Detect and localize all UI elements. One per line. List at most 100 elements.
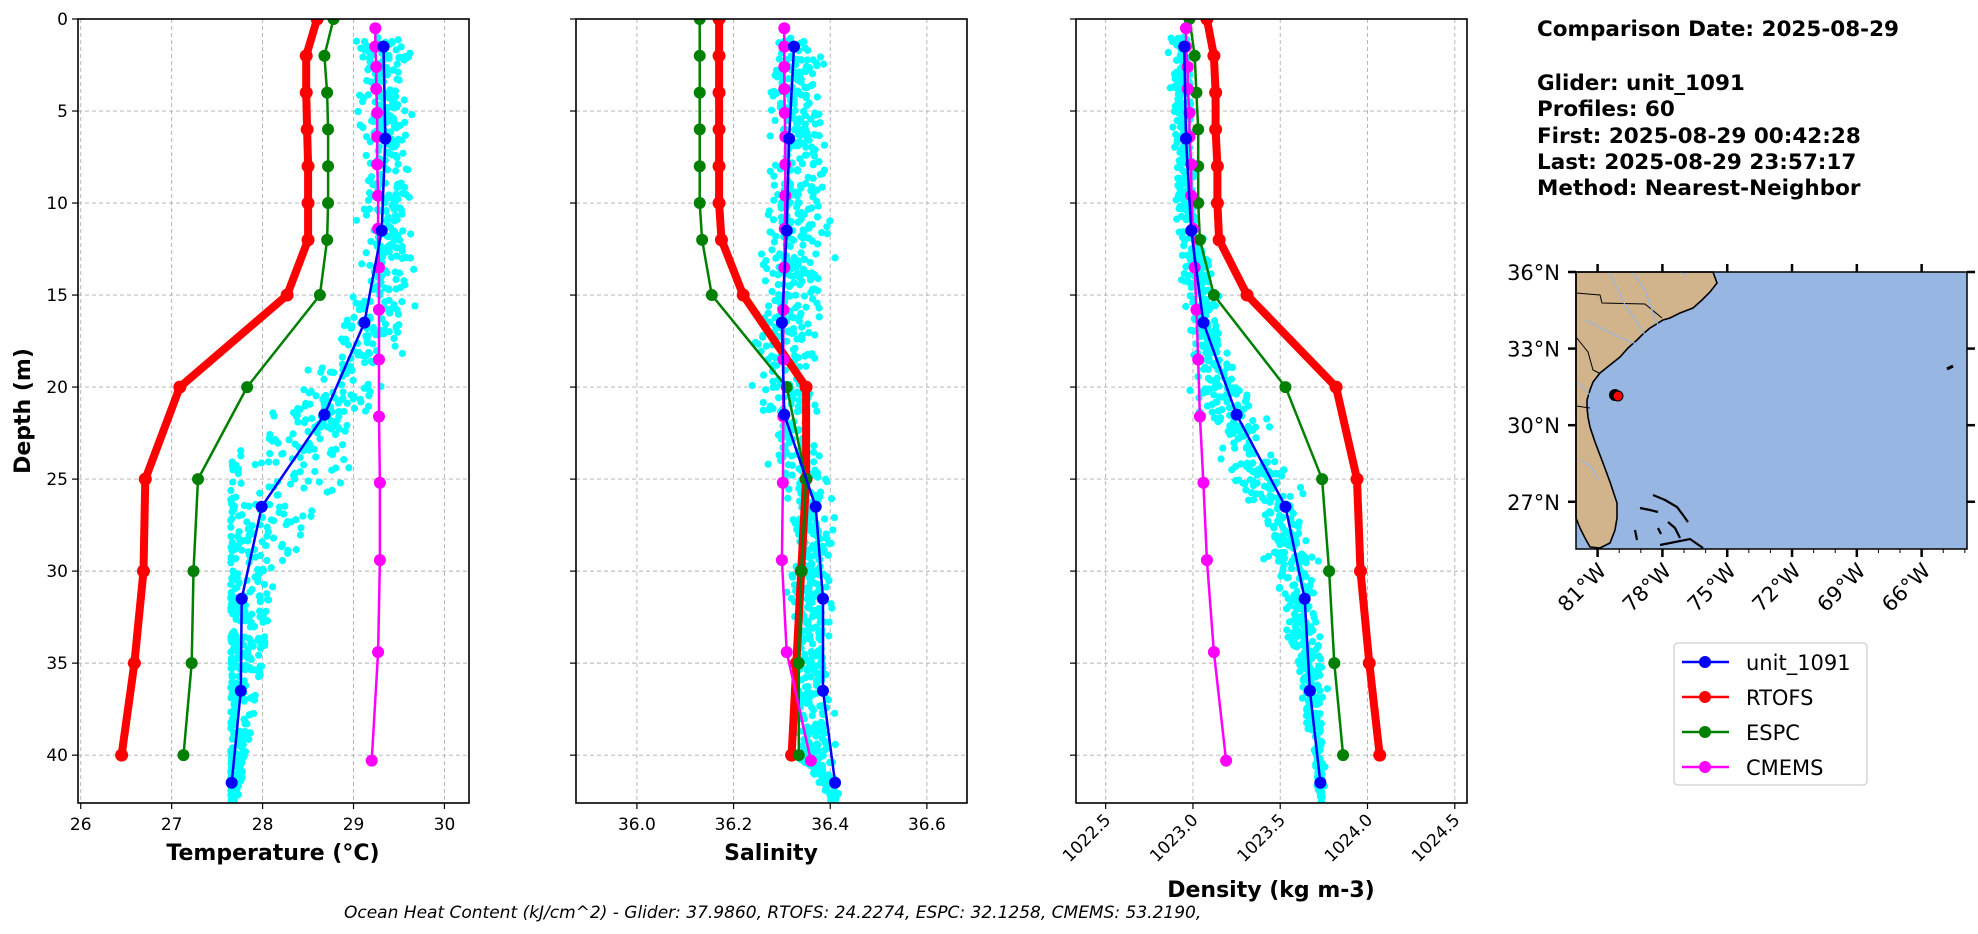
glider-observation-point bbox=[237, 479, 245, 487]
glider-observation-point bbox=[1173, 136, 1182, 144]
glider-observation-point bbox=[795, 390, 804, 398]
map-bermuda bbox=[1946, 364, 1954, 371]
glider-observation-point bbox=[398, 210, 406, 218]
glider-observation-point bbox=[818, 229, 826, 237]
y-tick-label: 40 bbox=[46, 746, 68, 766]
glider-observation-point bbox=[791, 106, 799, 115]
glider-observation-point bbox=[807, 673, 815, 681]
legend-item-unit_1091: unit_1091 bbox=[1682, 651, 1851, 676]
glider-observation-point bbox=[809, 174, 817, 182]
glider-observation-point bbox=[227, 588, 235, 597]
glider-observation-point bbox=[297, 524, 305, 532]
glider-observation-point bbox=[1232, 390, 1240, 398]
glider-observation-point bbox=[289, 409, 298, 417]
glider-observation-point bbox=[823, 534, 831, 543]
glider-observation-point bbox=[807, 657, 815, 665]
glider-observation-point bbox=[388, 37, 396, 46]
series-marker-espc bbox=[185, 657, 198, 670]
glider-observation-point bbox=[260, 580, 269, 589]
legend-label: CMEMS bbox=[1746, 756, 1824, 780]
glider-name: Glider: unit_1091 bbox=[1537, 71, 1745, 96]
axes-frame bbox=[77, 18, 470, 804]
series-marker-rtofs bbox=[1209, 86, 1223, 100]
glider-observation-point bbox=[410, 265, 418, 273]
series-marker-unit_1091 bbox=[234, 684, 247, 697]
glider-observation-point bbox=[349, 293, 357, 301]
series-marker-rtofs bbox=[1210, 159, 1224, 173]
glider-observation-point bbox=[791, 291, 800, 299]
glider-observation-point bbox=[1180, 269, 1188, 278]
glider-observation-point bbox=[1235, 476, 1243, 484]
glider-observation-point bbox=[766, 132, 774, 140]
glider-observation-point bbox=[385, 285, 393, 293]
x-tick-label: 1024.5 bbox=[1408, 810, 1464, 866]
glider-observation-point bbox=[248, 585, 256, 594]
glider-observation-point bbox=[1317, 719, 1325, 728]
series-marker-espc bbox=[321, 233, 334, 246]
glider-observation-point bbox=[256, 594, 264, 602]
glider-observation-point bbox=[1299, 490, 1307, 498]
glider-observation-point bbox=[827, 600, 835, 608]
last-time: Last: 2025-08-29 23:57:17 bbox=[1537, 150, 1856, 175]
glider-observation-point bbox=[1316, 633, 1324, 641]
glider-observation-point bbox=[1208, 400, 1216, 409]
glider-observation-point bbox=[804, 617, 812, 626]
glider-observation-point bbox=[241, 717, 249, 725]
map-borders bbox=[1575, 292, 1663, 409]
glider-observation-point bbox=[1281, 539, 1290, 548]
glider-observation-point bbox=[1223, 398, 1231, 406]
glider-observation-point bbox=[1213, 374, 1221, 382]
glider-observation-point bbox=[228, 508, 236, 516]
glider-observation-point bbox=[241, 607, 249, 615]
glider-observation-point bbox=[328, 466, 336, 474]
glider-observation-point bbox=[785, 485, 793, 493]
glider-observation-point bbox=[394, 36, 402, 44]
glider-observation-point bbox=[800, 634, 808, 642]
glider-observation-point bbox=[1306, 582, 1314, 590]
glider-observation-point bbox=[340, 455, 348, 464]
glider-observation-point bbox=[748, 381, 756, 390]
glider-observation-point bbox=[811, 747, 820, 755]
glider-observation-point bbox=[787, 217, 795, 225]
glider-observation-point bbox=[300, 386, 308, 394]
series-marker-espc bbox=[313, 289, 326, 302]
glider-observation-point bbox=[803, 688, 812, 696]
glider-observation-point bbox=[411, 302, 419, 310]
glider-observation-point bbox=[228, 664, 236, 673]
map-lat-label: 30°N bbox=[1507, 414, 1560, 438]
glider-observation-point bbox=[278, 540, 287, 548]
glider-observation-point bbox=[808, 650, 816, 658]
glider-observation-point bbox=[1182, 302, 1190, 311]
glider-observation-point bbox=[385, 54, 393, 63]
series-marker-espc bbox=[795, 565, 808, 578]
y-tick-label: 25 bbox=[46, 470, 68, 490]
series-marker-cmems bbox=[1181, 82, 1194, 95]
glider-observation-point bbox=[818, 734, 826, 743]
glider-observation-point bbox=[809, 706, 818, 714]
glider-observation-point bbox=[762, 386, 770, 394]
glider-observation-point bbox=[360, 384, 368, 392]
series-marker-espc bbox=[241, 381, 254, 394]
glider-observation-point bbox=[292, 516, 300, 524]
glider-observation-point bbox=[821, 515, 829, 523]
series-marker-espc bbox=[1316, 473, 1329, 486]
glider-observation-point bbox=[1219, 444, 1227, 452]
glider-observation-point bbox=[816, 702, 824, 710]
glider-observation-point bbox=[1298, 550, 1306, 558]
glider-observation-point bbox=[1309, 610, 1317, 618]
series-marker-unit_1091 bbox=[255, 500, 268, 513]
glider-observation-point bbox=[1312, 618, 1320, 626]
glider-observation-point bbox=[802, 303, 810, 311]
x-tick-label: 1023.0 bbox=[1146, 810, 1202, 866]
glider-observation-point bbox=[312, 392, 320, 400]
glider-observation-point bbox=[1216, 416, 1224, 424]
glider-observation-point bbox=[267, 564, 275, 572]
series-marker-unit_1091 bbox=[1179, 132, 1192, 145]
glider-observation-point bbox=[339, 388, 347, 396]
series-marker-unit_1091 bbox=[775, 316, 788, 329]
glider-observation-point bbox=[228, 494, 237, 502]
series-marker-unit_1091 bbox=[1185, 224, 1198, 237]
glider-observation-point bbox=[261, 638, 269, 646]
glider-observation-point bbox=[394, 183, 402, 191]
series-marker-rtofs bbox=[1212, 233, 1226, 247]
